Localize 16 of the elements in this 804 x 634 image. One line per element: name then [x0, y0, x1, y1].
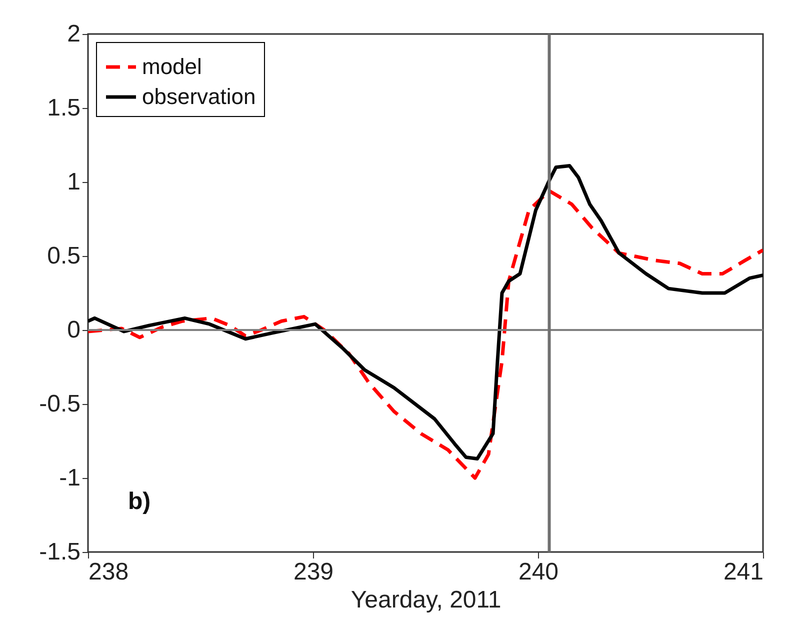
legend-label: model — [142, 54, 202, 79]
annotation: b) — [128, 488, 151, 515]
x-axis-title: Yearday, 2011 — [350, 586, 502, 614]
y-tick-label: 1.5 — [47, 94, 80, 122]
y-tick-label: 1 — [67, 168, 80, 196]
x-tick-label: 240 — [518, 558, 559, 586]
x-tick-label: 238 — [88, 558, 129, 586]
x-tick-label: 241 — [723, 558, 764, 586]
y-tick-label: -0.5 — [39, 390, 80, 418]
x-tick-label: 239 — [293, 558, 334, 586]
y-tick-label: -1.5 — [39, 538, 80, 566]
y-tick-label: -1 — [59, 464, 80, 492]
legend-label: observation — [142, 84, 256, 109]
y-tick-label: 0 — [67, 316, 80, 344]
y-tick-label: 0.5 — [47, 242, 80, 270]
y-tick-label: 2 — [67, 20, 80, 48]
